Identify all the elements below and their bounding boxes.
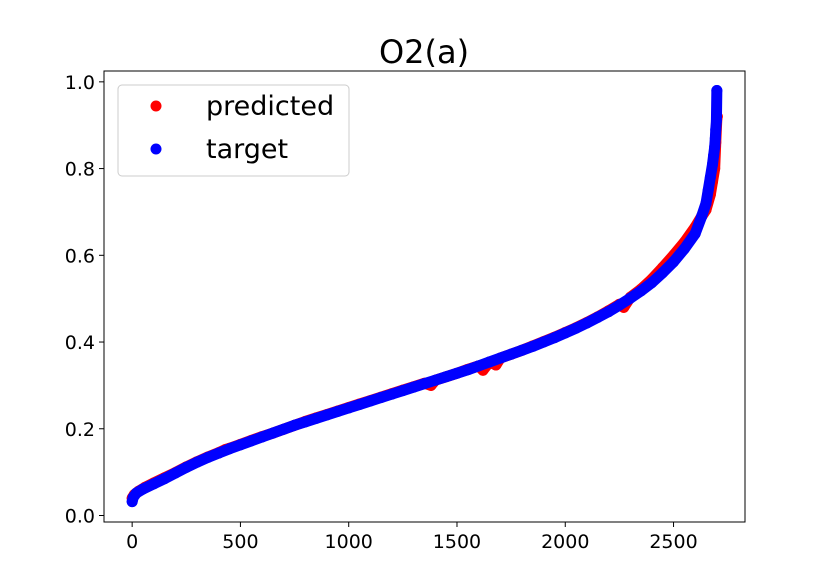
point-target	[408, 381, 420, 393]
point-target	[267, 427, 279, 439]
point-target	[700, 197, 712, 209]
point-target	[570, 322, 582, 334]
x-axis: 0 500 1000 1500 2000 2500	[126, 522, 698, 553]
point-target	[696, 210, 708, 222]
legend-box	[117, 84, 350, 177]
y-tick-label: 0.0	[65, 505, 95, 527]
legend-marker-predicted	[150, 100, 162, 112]
point-target	[224, 443, 236, 455]
point-target	[137, 483, 149, 495]
x-tick-label: 500	[222, 531, 258, 553]
point-target	[213, 447, 225, 459]
point-target	[343, 402, 355, 414]
point-target	[375, 392, 387, 404]
point-target	[505, 348, 517, 360]
x-tick-label: 1500	[433, 531, 481, 553]
point-target	[364, 395, 376, 407]
point-target	[180, 461, 192, 473]
x-tick-label: 2500	[649, 531, 697, 553]
point-target	[191, 456, 203, 468]
x-tick-label: 2000	[541, 531, 589, 553]
point-target	[516, 344, 528, 356]
point-target	[710, 115, 722, 127]
point-target	[310, 412, 322, 424]
point-target	[354, 398, 366, 410]
point-target	[419, 378, 430, 390]
point-target	[169, 467, 181, 479]
point-target	[646, 277, 658, 289]
point-target	[159, 473, 171, 485]
point-target	[657, 267, 669, 279]
point-target	[592, 311, 604, 323]
point-target	[527, 340, 539, 352]
point-target	[462, 364, 474, 376]
point-target	[689, 228, 701, 240]
point-target	[473, 360, 485, 372]
point-target	[321, 409, 333, 421]
point-target	[709, 141, 721, 153]
point-target	[603, 306, 615, 318]
y-tick-label: 0.2	[65, 419, 95, 441]
point-target	[559, 327, 571, 339]
legend-marker-target	[150, 143, 162, 155]
y-tick-label: 0.6	[65, 245, 95, 267]
plot-frame	[103, 70, 746, 523]
legend-label-predicted: predicted	[206, 91, 334, 122]
point-target	[548, 332, 560, 344]
point-target	[440, 371, 452, 383]
point-target	[494, 352, 506, 364]
point-target	[678, 243, 690, 255]
point-target	[278, 423, 290, 435]
point-target	[483, 356, 495, 368]
point-target	[148, 478, 160, 490]
point-target	[624, 292, 636, 304]
series-target	[126, 85, 723, 508]
point-target	[245, 435, 257, 447]
point-target	[707, 158, 719, 170]
point-target	[386, 388, 398, 400]
chart-title: O2(a)	[379, 33, 469, 71]
x-tick-label: 1000	[325, 531, 373, 553]
y-tick-label: 1.0	[65, 72, 95, 94]
point-target	[299, 416, 311, 428]
point-target	[613, 299, 625, 311]
point-target	[710, 124, 722, 136]
point-target	[709, 132, 721, 144]
point-target	[704, 171, 716, 183]
point-target	[234, 439, 246, 451]
y-tick-label: 0.4	[65, 332, 95, 354]
point-target	[397, 385, 409, 397]
point-target	[538, 336, 550, 348]
legend-label-target: target	[206, 134, 288, 165]
point-target	[708, 150, 720, 162]
point-target	[635, 285, 647, 297]
point-target	[581, 317, 593, 329]
point-target	[289, 419, 301, 431]
point-target	[202, 451, 214, 463]
point-target	[429, 374, 441, 386]
point-target	[711, 85, 723, 97]
legend: predicted target	[117, 84, 350, 177]
point-target	[668, 256, 680, 268]
point-target	[702, 184, 714, 196]
x-tick-label: 0	[126, 531, 138, 553]
y-tick-label: 0.8	[65, 159, 95, 181]
point-target	[451, 367, 463, 379]
point-target	[256, 431, 268, 443]
series-layer	[126, 85, 723, 508]
point-target	[332, 405, 344, 417]
y-axis: 0.0 0.2 0.4 0.6 0.8 1.0	[65, 72, 104, 527]
